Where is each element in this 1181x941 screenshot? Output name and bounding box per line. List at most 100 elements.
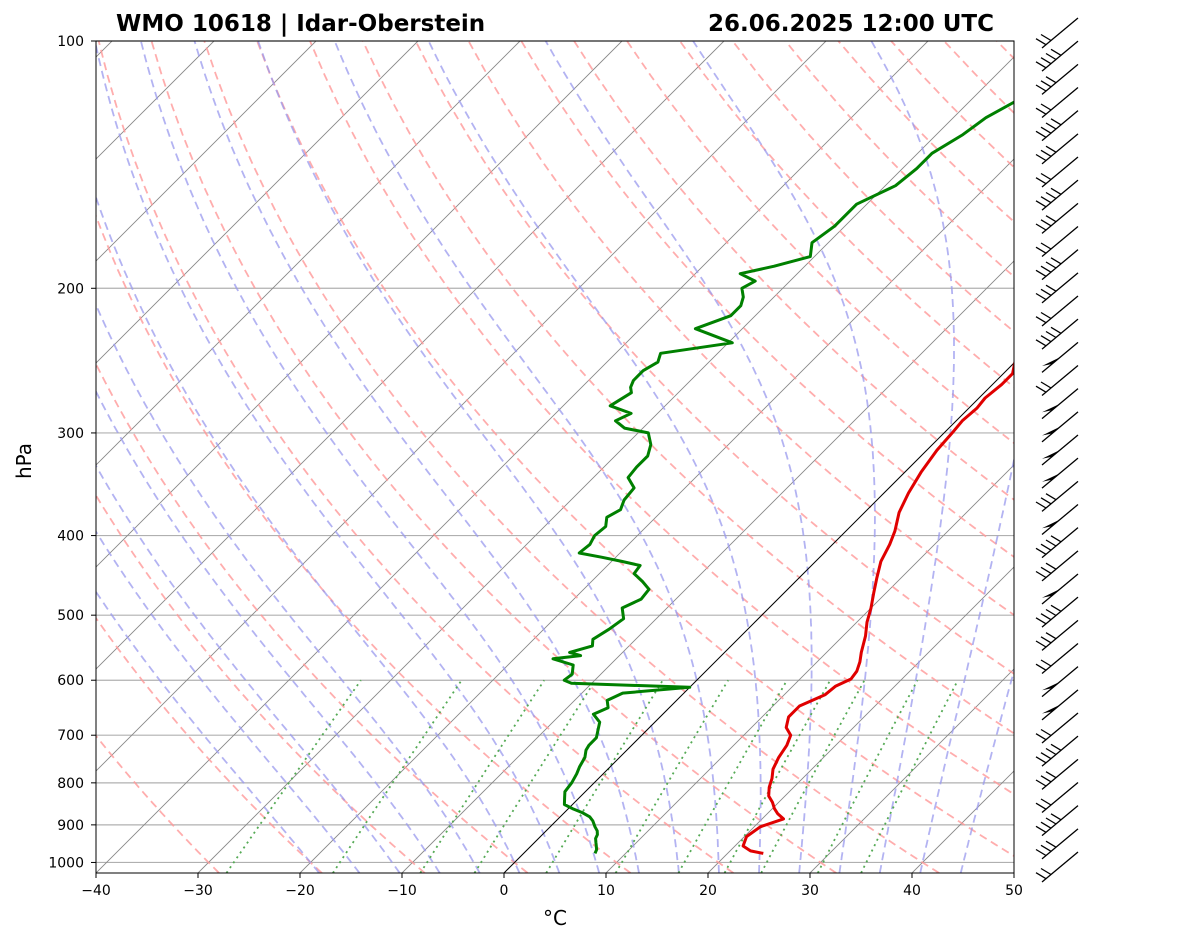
moist-adiabat-line xyxy=(257,41,680,873)
wind-barb xyxy=(1035,156,1079,188)
wind-barb xyxy=(1035,758,1079,790)
isotherm-line xyxy=(1013,872,1014,873)
dry-adiabat-line xyxy=(467,41,1014,617)
y-tick-label: 800 xyxy=(57,776,84,792)
wind-barb xyxy=(1035,87,1079,118)
dry-adiabat-line xyxy=(361,41,1014,735)
x-tick-label: −10 xyxy=(387,883,417,899)
wind-barb xyxy=(1035,805,1079,837)
wind-barb xyxy=(1035,782,1079,813)
x-tick-label: 20 xyxy=(699,883,717,899)
mixing-ratio-line xyxy=(816,679,919,873)
x-tick-label: −40 xyxy=(81,883,111,899)
wind-barb xyxy=(1035,133,1079,165)
wind-barb xyxy=(1041,504,1079,535)
x-tick-label: 10 xyxy=(597,883,615,899)
mixing-ratio-line xyxy=(225,679,362,873)
mixing-ratio-line xyxy=(677,679,788,873)
isotherm-line xyxy=(96,41,419,364)
x-tick-label: −20 xyxy=(285,883,315,899)
y-axis-label: hPa xyxy=(12,443,36,479)
wind-barb xyxy=(1035,550,1079,582)
wind-barb xyxy=(1035,63,1079,95)
x-tick-label: 30 xyxy=(801,883,819,899)
mixing-ratio-line xyxy=(419,679,545,873)
wind-barb xyxy=(1041,341,1079,373)
dry-adiabat-line xyxy=(414,41,1014,675)
dry-adiabat-line xyxy=(784,41,1014,278)
mixing-ratio-line xyxy=(614,679,729,873)
x-tick-label: 40 xyxy=(903,883,921,899)
dry-adiabat-line xyxy=(96,213,632,873)
wind-barb xyxy=(1035,527,1079,559)
x-tick-label: 50 xyxy=(1005,883,1023,899)
isotherm-line xyxy=(809,668,1014,873)
wind-barb xyxy=(1035,110,1079,142)
dry-adiabat-line xyxy=(520,41,1014,559)
wind-barb xyxy=(1035,828,1079,860)
wind-barb xyxy=(1035,179,1079,211)
wind-barb xyxy=(1041,666,1079,698)
dry-adiabat-line xyxy=(1050,41,1181,873)
dry-adiabat-line xyxy=(96,361,529,873)
skewed-isotherms xyxy=(96,41,1014,873)
dewpoint-profile xyxy=(551,100,1014,854)
dry-adiabat-line xyxy=(996,41,1014,60)
y-tick-label: 900 xyxy=(57,818,84,834)
isotherm-line xyxy=(707,566,1014,873)
wind-barb xyxy=(1035,712,1079,744)
dry-adiabat-line xyxy=(97,41,734,873)
isotherm-line xyxy=(96,41,929,873)
y-tick-label: 700 xyxy=(57,728,84,744)
y-tick-label: 200 xyxy=(57,281,84,297)
wind-barb xyxy=(1035,40,1079,72)
dry-adiabat-line xyxy=(731,41,1014,333)
mixing-ratio-line xyxy=(473,679,597,873)
x-axis-label: °C xyxy=(543,906,567,930)
mixing-ratio-line xyxy=(332,679,463,873)
wind-barb xyxy=(1041,388,1079,420)
isotherm-line xyxy=(96,41,725,670)
chart-title-right: 26.06.2025 12:00 UTC xyxy=(708,11,994,37)
x-tick-label: −30 xyxy=(183,883,213,899)
isotherm-line xyxy=(96,41,827,772)
x-tick-label: 0 xyxy=(500,883,509,899)
wind-barb xyxy=(1035,249,1079,281)
dry-adiabat-line xyxy=(626,41,1014,445)
wind-barb xyxy=(1041,411,1079,443)
plot-frame xyxy=(95,40,1015,874)
moist-adiabat-line xyxy=(544,41,813,873)
moist-adiabat-line xyxy=(96,590,320,873)
y-tick-label: 100 xyxy=(57,34,84,50)
moist-adiabat-line xyxy=(140,41,601,873)
dry-adiabat-line xyxy=(150,41,837,873)
dry-adiabat-line xyxy=(203,41,940,873)
isotherm-line xyxy=(96,41,317,262)
dry-adiabats xyxy=(96,41,1181,873)
y-tick-label: 300 xyxy=(57,426,84,442)
y-axis: 1000 900 800 700 600 500 400 300 200 100 xyxy=(48,34,96,871)
wind-barb xyxy=(1035,17,1079,49)
dry-adiabat-line xyxy=(1103,41,1181,873)
moist-adiabat-line xyxy=(333,41,720,873)
wind-barb xyxy=(1035,735,1079,767)
dry-adiabat-line xyxy=(309,41,1014,796)
dry-adiabat-line xyxy=(1155,41,1181,873)
isotherm-line xyxy=(197,56,1014,873)
moist-adiabat-line xyxy=(427,41,762,873)
zero-degree-isotherm xyxy=(503,362,1014,873)
mixing-ratio-lines xyxy=(225,679,959,873)
wind-barb xyxy=(1035,202,1079,234)
isotherm-line xyxy=(401,260,1014,873)
wind-barb xyxy=(1035,619,1079,651)
mixing-ratio-line xyxy=(860,679,959,873)
dry-adiabat-line xyxy=(679,41,1014,389)
moist-adiabat-line xyxy=(96,389,441,873)
wind-barb xyxy=(1041,689,1079,721)
wind-barb xyxy=(1035,318,1079,350)
y-tick-label: 600 xyxy=(57,673,84,689)
isotherm-line xyxy=(96,41,623,568)
dry-adiabat-line xyxy=(943,41,1014,115)
moist-adiabat-line xyxy=(96,530,361,873)
